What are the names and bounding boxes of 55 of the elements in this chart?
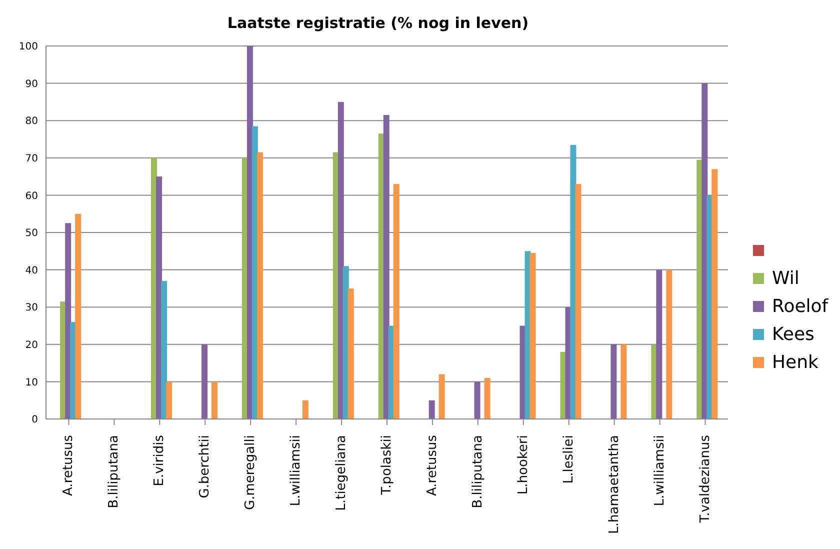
x-tick-label: T.polaskii bbox=[380, 435, 394, 496]
bar bbox=[474, 382, 480, 419]
y-tick-label: 10 bbox=[25, 377, 38, 388]
y-tick-label: 20 bbox=[25, 340, 38, 351]
x-tick-label: B.liliputana bbox=[470, 435, 486, 508]
bar bbox=[393, 184, 400, 419]
legend-label: Kees bbox=[772, 324, 814, 344]
x-tick-label: L.tiegeliana bbox=[334, 435, 350, 511]
y-tick-label: 50 bbox=[25, 228, 38, 240]
x-tick-label: L.hookeri bbox=[516, 435, 531, 495]
bar bbox=[530, 253, 536, 419]
y-tick-label: 90 bbox=[25, 78, 38, 90]
bar bbox=[65, 223, 72, 419]
bar bbox=[338, 102, 344, 419]
x-tick-label: T.valdezianus bbox=[698, 434, 713, 524]
x-tick-label: G.meregalli bbox=[243, 435, 258, 510]
y-tick-label: 60 bbox=[25, 190, 38, 202]
bar bbox=[428, 400, 435, 419]
x-tick-label: L.williamsii bbox=[288, 435, 304, 506]
bar bbox=[201, 344, 208, 419]
x-tick-label: A.retusus bbox=[424, 434, 440, 496]
bar bbox=[156, 176, 162, 419]
x-tick-label: L.williamsii bbox=[652, 435, 668, 506]
chart-title: Laatste registratie (% nog in leven) bbox=[226, 14, 530, 32]
y-tick-label: 70 bbox=[25, 153, 38, 164]
x-tick-label: G.berchtii bbox=[198, 435, 213, 498]
x-tick-label: L.lesliei bbox=[561, 435, 576, 484]
bar bbox=[575, 184, 582, 419]
bar bbox=[211, 382, 218, 419]
y-tick-label: 30 bbox=[25, 302, 38, 314]
legend-label: Roelof bbox=[772, 296, 828, 316]
legend-label: Wil bbox=[772, 268, 800, 288]
y-tick-label: 40 bbox=[25, 265, 38, 276]
bar bbox=[348, 288, 354, 419]
bar bbox=[75, 214, 82, 419]
bar bbox=[712, 169, 718, 419]
bar bbox=[656, 270, 662, 419]
y-tick-label: 80 bbox=[25, 116, 38, 128]
x-tick-label: A.retusus bbox=[61, 434, 76, 496]
bar bbox=[161, 280, 168, 419]
y-tick-label: 100 bbox=[18, 42, 38, 53]
bar bbox=[166, 382, 172, 419]
bar bbox=[610, 344, 617, 419]
y-tick-label: 0 bbox=[32, 414, 38, 426]
bar bbox=[302, 400, 308, 419]
bar bbox=[256, 152, 263, 419]
bar bbox=[383, 115, 390, 419]
legend-label: Henk bbox=[772, 352, 818, 372]
x-tick-label: L.hamaetantha bbox=[606, 435, 622, 534]
bar bbox=[620, 344, 627, 419]
bar bbox=[666, 270, 672, 419]
bar bbox=[484, 378, 490, 419]
bar bbox=[438, 374, 445, 419]
x-tick-label: E.viridis bbox=[152, 434, 168, 486]
x-tick-label: B.liliputana bbox=[106, 435, 122, 508]
